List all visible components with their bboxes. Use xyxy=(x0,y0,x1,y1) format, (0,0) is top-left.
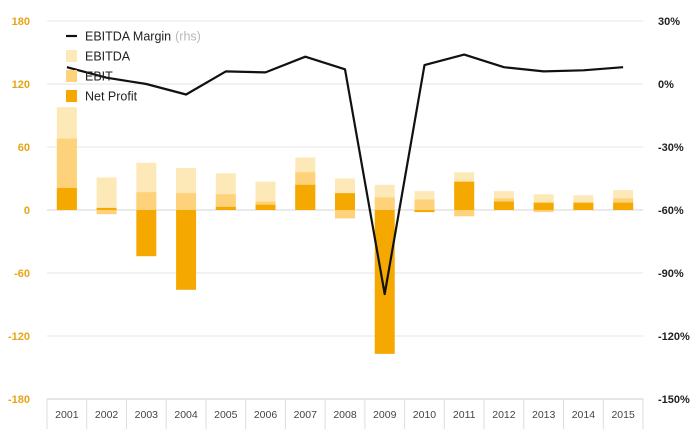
x-tick-label: 2011 xyxy=(453,409,476,421)
bar-net-profit xyxy=(215,206,236,210)
x-tick-label: 2013 xyxy=(532,409,556,421)
x-tick-label: 2007 xyxy=(294,409,318,421)
bar-net-profit xyxy=(255,204,276,210)
x-tick-label: 2014 xyxy=(572,409,596,421)
y-left-tick-label: -180 xyxy=(8,394,30,406)
bar-net-profit xyxy=(96,207,117,210)
legend-box-swatch xyxy=(66,90,77,102)
axes: 180 120 60 0 -60 -120 -180 30% 0% -30% -60% -90% -12… xyxy=(8,16,690,429)
x-tick-label: 2004 xyxy=(174,409,198,421)
margin-line-group xyxy=(66,53,624,296)
x-tick-label: 2012 xyxy=(492,409,516,421)
x-tick-label: 2010 xyxy=(413,409,437,421)
y-right-tick-label: 30% xyxy=(658,16,680,28)
legend-label: EBIT xyxy=(85,70,113,84)
legend-label: EBITDA xyxy=(85,50,131,64)
y-left-tick-label: 120 xyxy=(12,79,30,91)
bar-net-profit xyxy=(335,193,355,210)
bar-net-profit xyxy=(295,184,316,210)
legend-label: Net Profit xyxy=(85,90,138,104)
bar-net-profit xyxy=(374,210,395,354)
bar-ebit xyxy=(176,193,197,210)
bar-ebit xyxy=(374,197,395,210)
bar-net-profit xyxy=(414,210,435,213)
legend-note: (rhs) xyxy=(175,30,201,44)
bar-ebit xyxy=(533,210,554,213)
bar-net-profit xyxy=(573,202,594,210)
y-right-tick-label: -120% xyxy=(658,331,690,343)
x-tick-label: 2001 xyxy=(55,409,79,421)
x-tick-label: 2008 xyxy=(333,409,357,421)
bar-net-profit xyxy=(176,210,197,290)
bar-net-profit xyxy=(533,202,554,210)
y-right-tick-label: -30% xyxy=(658,142,684,154)
bar-ebit xyxy=(215,194,236,210)
x-tick-label: 2006 xyxy=(254,409,278,421)
bar-ebit xyxy=(454,210,475,217)
y-right-tick-label: -60% xyxy=(658,205,684,217)
legend-box-swatch xyxy=(66,70,77,82)
y-right-tick-label: -150% xyxy=(658,394,690,406)
legend-label: EBITDA Margin (rhs) xyxy=(85,30,201,44)
bar-ebit xyxy=(335,210,355,219)
bar-net-profit xyxy=(613,202,634,210)
bar-net-profit xyxy=(136,210,157,257)
y-left-tick-label: -60 xyxy=(14,268,30,280)
bars xyxy=(56,107,634,354)
y-right-tick-label: -90% xyxy=(658,268,684,280)
bar-ebit xyxy=(414,199,435,210)
x-tick-label: 2003 xyxy=(135,409,159,421)
x-tick-label: 2005 xyxy=(214,409,238,421)
y-right-tick-label: 0% xyxy=(658,79,674,91)
bar-net-profit xyxy=(454,181,475,210)
legend-box-swatch xyxy=(66,50,77,62)
y-left-tick-label: 0 xyxy=(24,205,30,217)
bar-ebit xyxy=(96,210,117,215)
y-left-tick-label: 180 xyxy=(12,16,30,28)
y-left-tick-label: -120 xyxy=(8,331,30,343)
x-tick-label: 2009 xyxy=(373,409,397,421)
bar-net-profit xyxy=(493,201,514,210)
bar-net-profit xyxy=(56,187,77,210)
bar-ebit xyxy=(136,192,157,210)
x-tick-label: 2015 xyxy=(611,409,635,421)
ebitda-margin-line xyxy=(66,53,624,296)
y-left-tick-label: 60 xyxy=(18,142,30,154)
bar-ebitda xyxy=(96,177,117,210)
x-tick-label: 2002 xyxy=(95,409,119,421)
